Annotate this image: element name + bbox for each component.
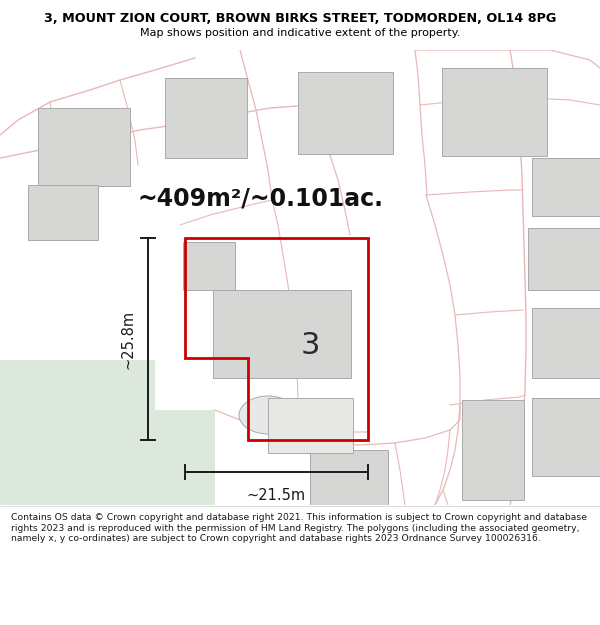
Ellipse shape (239, 396, 297, 434)
Bar (310, 450, 388, 505)
Bar (462, 400, 524, 500)
Text: Contains OS data © Crown copyright and database right 2021. This information is : Contains OS data © Crown copyright and d… (11, 513, 587, 543)
Polygon shape (0, 360, 215, 505)
Bar (165, 78, 247, 158)
Bar (442, 68, 547, 156)
Bar (298, 72, 393, 154)
Text: ~409m²/~0.101ac.: ~409m²/~0.101ac. (138, 186, 384, 210)
Bar (528, 228, 600, 290)
Bar (28, 185, 98, 240)
Bar (532, 158, 600, 216)
Text: Map shows position and indicative extent of the property.: Map shows position and indicative extent… (140, 28, 460, 38)
Bar (213, 290, 351, 378)
Bar (38, 108, 130, 186)
Bar (532, 398, 600, 476)
Bar (183, 242, 235, 290)
Text: 3, MOUNT ZION COURT, BROWN BIRKS STREET, TODMORDEN, OL14 8PG: 3, MOUNT ZION COURT, BROWN BIRKS STREET,… (44, 12, 556, 26)
Text: 3: 3 (300, 331, 320, 359)
Bar (268, 398, 353, 453)
Text: ~25.8m: ~25.8m (121, 309, 136, 369)
Text: ~21.5m: ~21.5m (247, 488, 306, 503)
Bar (532, 308, 600, 378)
